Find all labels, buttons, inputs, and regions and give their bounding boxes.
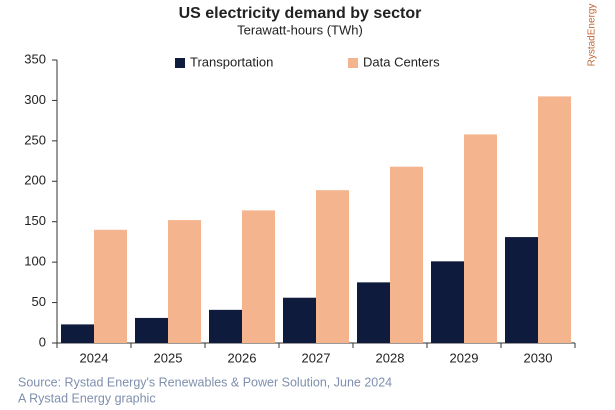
chart-title: US electricity demand by sector [179, 5, 422, 22]
legend-swatch [175, 58, 185, 68]
y-tick-label: 250 [24, 132, 46, 147]
legend-label: Data Centers [363, 54, 440, 69]
y-tick-label: 0 [39, 334, 46, 349]
y-tick-label: 200 [24, 173, 46, 188]
chart-subtitle: Terawatt-hours (TWh) [237, 22, 363, 37]
bar [94, 229, 127, 343]
bar [135, 317, 168, 343]
bar [357, 282, 390, 343]
y-tick-label: 150 [24, 213, 46, 228]
y-tick-label: 350 [24, 51, 46, 66]
x-tick-label: 2028 [376, 350, 405, 365]
x-tick-label: 2024 [80, 350, 109, 365]
bar [464, 134, 497, 343]
y-tick-label: 100 [24, 254, 46, 269]
bar [316, 190, 349, 343]
x-tick-label: 2030 [524, 350, 553, 365]
bar [209, 309, 242, 343]
legend-label: Transportation [190, 54, 273, 69]
y-tick-label: 300 [24, 92, 46, 107]
bar [431, 261, 464, 343]
x-tick-label: 2025 [154, 350, 183, 365]
x-tick-label: 2029 [450, 350, 479, 365]
bar [283, 297, 316, 343]
bar [390, 166, 423, 343]
legend-swatch [348, 58, 358, 68]
bar [505, 237, 538, 343]
bar [242, 210, 275, 343]
y-tick-label: 50 [32, 294, 46, 309]
x-tick-label: 2027 [302, 350, 331, 365]
bar [168, 220, 201, 343]
bar [61, 324, 94, 343]
source: Source: Rystad Energy's Renewables & Pow… [18, 375, 392, 389]
x-tick-label: 2026 [228, 350, 257, 365]
bar [538, 96, 571, 343]
brand: RystadEnergy [587, 4, 598, 67]
credit: A Rystad Energy graphic [18, 391, 156, 405]
